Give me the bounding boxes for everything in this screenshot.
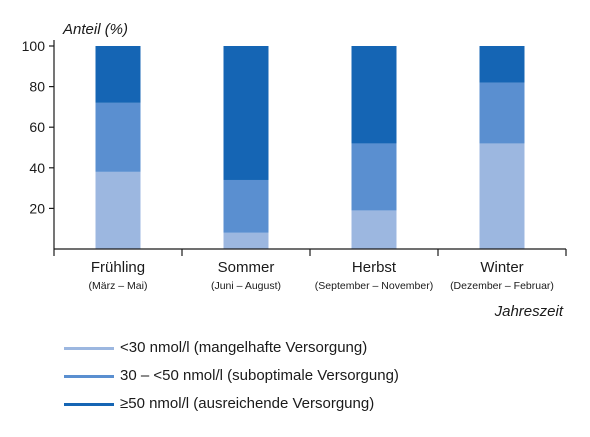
y-tick-label-100: 100 <box>22 38 46 54</box>
bar-1-segment-3 <box>95 46 141 103</box>
legend-label-ausreichend: ≥50 nmol/l (ausreichende Versorgung) <box>120 395 375 412</box>
x-category-label-4: Winter <box>480 259 523 276</box>
y-tick-label-40: 40 <box>29 160 45 176</box>
x-category-label-2: Sommer <box>218 259 275 276</box>
bar-4-segment-2 <box>479 82 525 144</box>
bar-3-segment-2 <box>351 143 397 211</box>
bar-2-segment-2 <box>223 179 269 233</box>
legend-label-suboptimal: 30 – <50 nmol/l (suboptimale Versorgung) <box>120 367 399 384</box>
x-category-sublabel-4: (Dezember – Februar) <box>450 280 554 292</box>
stacked-bar-chart: Anteil (%) 20 40 60 80 100 Frühling (März – M… <box>22 21 567 320</box>
y-axis-ticks: 20 40 60 80 100 <box>22 38 54 216</box>
bar-2-segment-1 <box>223 232 269 249</box>
legend-swatch-ausreichend <box>64 403 114 406</box>
bar-4-segment-1 <box>479 143 525 249</box>
y-tick-label-60: 60 <box>29 119 45 135</box>
bar-1-segment-2 <box>95 102 141 172</box>
bar-3-segment-1 <box>351 210 397 249</box>
x-category-sublabel-2: (Juni – August) <box>211 280 281 292</box>
x-category-label-3: Herbst <box>352 259 397 276</box>
legend-swatch-mangelhaft <box>64 347 114 350</box>
legend-label-mangelhaft: <30 nmol/l (mangelhafte Versorgung) <box>120 339 368 356</box>
x-axis-labels: Frühling (März – Mai) Sommer (Juni – August… <box>89 259 554 292</box>
bar-3-segment-3 <box>351 46 397 144</box>
bar-1-segment-1 <box>95 171 141 249</box>
y-tick-label-80: 80 <box>29 79 45 95</box>
y-axis-title: Anteil (%) <box>62 21 128 38</box>
x-axis-title: Jahreszeit <box>494 303 564 320</box>
legend-swatch-suboptimal <box>64 375 114 378</box>
bar-2-segment-3 <box>223 46 269 180</box>
x-category-sublabel-3: (September – November) <box>315 280 433 292</box>
x-category-label-1: Frühling <box>91 259 145 276</box>
x-axis-ticks <box>53 249 567 256</box>
bar-4-segment-3 <box>479 46 525 83</box>
y-tick-label-20: 20 <box>29 200 45 216</box>
bars <box>95 46 525 249</box>
x-category-sublabel-1: (März – Mai) <box>89 280 148 292</box>
